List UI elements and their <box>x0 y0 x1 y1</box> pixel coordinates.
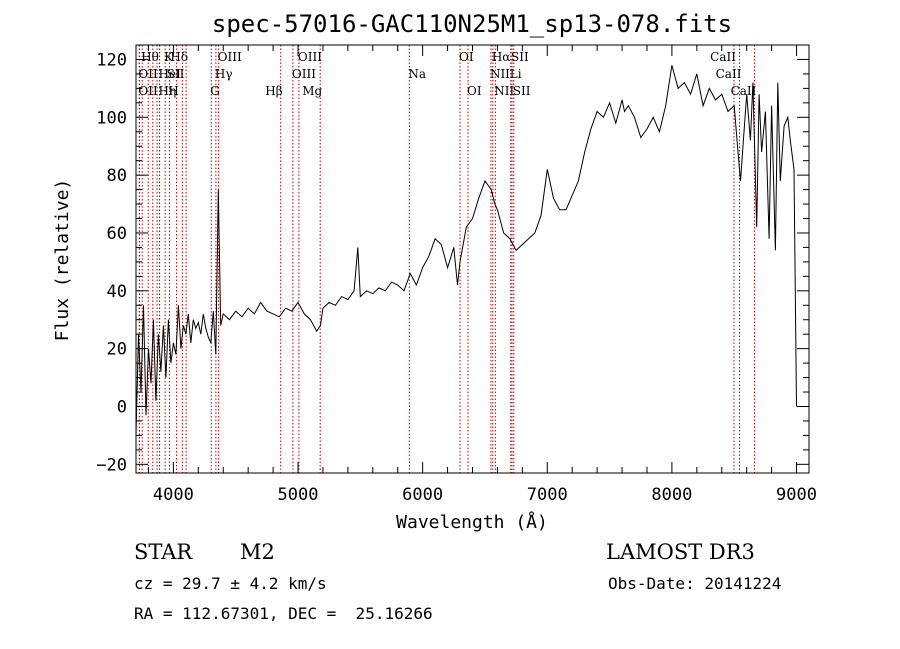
x-tick-label: 8000 <box>651 485 692 505</box>
line-markers <box>138 45 755 473</box>
line-marker-label: SII <box>513 84 531 98</box>
line-marker-label: CaII <box>710 50 736 64</box>
line-marker-label: NII <box>490 67 510 81</box>
y-tick-label: 60 <box>107 224 127 244</box>
x-tick-label: 7000 <box>527 485 568 505</box>
x-axis-ticks: 4000 5000 6000 7000 8000 9000 <box>147 45 817 505</box>
line-marker-label: SII <box>511 50 529 64</box>
line-marker-label: Hα <box>492 50 511 64</box>
y-tick-label: 40 <box>107 282 127 302</box>
line-marker-label: OI <box>459 50 474 64</box>
line-marker-label: OII <box>138 67 158 81</box>
line-marker-label: CaII <box>716 67 742 81</box>
x-tick-label: 5000 <box>278 485 319 505</box>
x-tick-label: 4000 <box>153 485 194 505</box>
line-marker-label: OIII <box>292 67 316 81</box>
line-marker-labels: Hθ OII OII Hη HeI K H SII Hδ G Hγ OIII Hβ OIII OIII Mg N… <box>138 50 756 98</box>
y-tick-label: 100 <box>96 108 127 128</box>
y-tick-label: 0 <box>117 397 127 417</box>
line-marker-label: OII <box>138 84 158 98</box>
plot-frame <box>135 44 810 474</box>
object-class: STAR <box>134 540 193 564</box>
survey-name: LAMOST DR3 <box>606 540 755 564</box>
line-marker-label: G <box>210 84 220 98</box>
object-subclass: M2 <box>240 540 275 564</box>
line-marker-label: OIII <box>298 50 322 64</box>
x-axis-title: Wavelength (Å) <box>396 511 548 533</box>
line-marker-label: HeI <box>159 67 182 81</box>
line-marker-label: K <box>164 50 174 64</box>
x-tick-label: 9000 <box>776 485 817 505</box>
y-axis-ticks: −20 0 20 40 60 80 100 120 <box>96 44 809 475</box>
line-marker-label: Hδ <box>170 50 188 64</box>
line-marker-label: H <box>168 84 178 98</box>
coordinates: RA = 112.67301, DEC = 25.16266 <box>134 604 433 623</box>
line-marker-label: Hθ <box>141 50 159 64</box>
line-marker-label: NII <box>494 84 514 98</box>
redshift-velocity: cz = 29.7 ± 4.2 km/s <box>134 574 327 593</box>
y-tick-label: 120 <box>96 50 127 70</box>
line-marker-label: Li <box>510 67 522 81</box>
y-axis-title: Flux (relative) <box>52 179 73 342</box>
y-tick-label: 20 <box>107 340 127 360</box>
y-tick-label: −20 <box>96 455 127 475</box>
flux-series-line <box>135 65 797 436</box>
line-marker-label: Hη <box>159 84 177 98</box>
line-marker-label: Na <box>408 67 426 81</box>
line-marker-label: CaII <box>731 84 757 98</box>
y-tick-label: 80 <box>107 166 127 186</box>
observation-date: Obs-Date: 20141224 <box>608 574 782 593</box>
line-marker-label: SII <box>167 67 185 81</box>
x-tick-label: 6000 <box>402 485 443 505</box>
line-marker-label: OI <box>467 84 482 98</box>
line-marker-label: OIII <box>218 50 242 64</box>
line-marker-label: Mg <box>302 84 322 98</box>
line-marker-label: Hγ <box>215 67 233 81</box>
line-marker-label: Hβ <box>265 84 282 98</box>
chart-title: spec-57016-GAC110N25M1_sp13-078.fits <box>212 10 732 38</box>
